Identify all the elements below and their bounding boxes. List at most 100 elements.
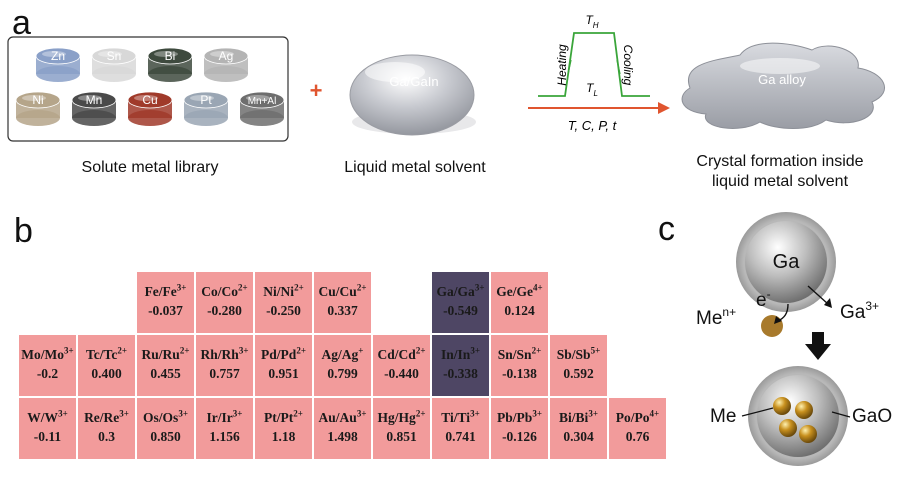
cell-value: -0.138: [502, 366, 537, 381]
cell-couple: Ti/Ti3+: [441, 408, 480, 425]
potential-cell: Fe/Fe3+ -0.037: [136, 271, 195, 334]
cell-value: 0.455: [150, 366, 181, 381]
potential-cell: Au/Au3+ 1.498: [313, 397, 372, 460]
metal-label: Bi: [165, 49, 176, 63]
cell-value: 0.850: [150, 429, 181, 444]
cell-couple: Po/Po4+: [615, 408, 660, 425]
product-caption-line2: liquid metal solvent: [711, 173, 849, 190]
panel-b-label: b: [14, 212, 33, 250]
cell-value: -0.338: [443, 366, 478, 381]
potential-cell: Ru/Ru2+ 0.455: [136, 334, 195, 397]
metal-disc: Ni: [15, 91, 61, 126]
metal-disc: Cu: [127, 91, 173, 126]
ga-ion-label: Ga3+: [840, 299, 879, 323]
cell-couple: Ni/Ni2+: [263, 282, 304, 299]
potential-cell: Re/Re3+ 0.3: [77, 397, 136, 460]
metal-label: Ni: [32, 93, 43, 107]
cell-value: 0.757: [209, 366, 240, 381]
cell-value: 0.851: [386, 429, 417, 444]
cell-couple: Sb/Sb5+: [556, 345, 601, 362]
metal-label: Ag: [219, 49, 234, 63]
metal-disc: Mn+Al: [239, 91, 285, 126]
cell-value: 0.3: [98, 429, 115, 444]
library-caption: Solute metal library: [81, 159, 219, 176]
cell-value: 0.337: [327, 303, 358, 318]
potential-cell: Pt/Pt2+ 1.18: [254, 397, 313, 460]
potential-cell: Cu/Cu2+ 0.337: [313, 271, 372, 334]
cell-value: 1.18: [271, 429, 296, 444]
product-caption-line1: Crystal formation inside: [696, 153, 864, 170]
cell-couple: Ir/Ir3+: [206, 408, 243, 425]
panel-a-graphic: Zn Sn Bi Ag Ni Mn Cu Pt Mn+Al + Ga/GaIn TH TL He…: [7, 13, 885, 142]
cell-couple: Os/Os3+: [143, 408, 188, 425]
me-particle: [795, 401, 813, 419]
cell-couple: Tc/Tc2+: [86, 345, 127, 362]
temperature-profile: [538, 32, 650, 97]
product-label: Ga alloy: [758, 72, 806, 87]
cell-couple: Pd/Pd2+: [261, 345, 306, 362]
potential-cell: Ag/Ag+ 0.799: [313, 334, 372, 397]
plus-sign: +: [310, 78, 323, 103]
metal-label: Mn+Al: [248, 96, 277, 107]
cell-couple: Rh/Rh3+: [200, 345, 249, 362]
metal-disc: Mn: [71, 91, 117, 126]
cell-value: 0.592: [563, 366, 594, 381]
cell-couple: Pb/Pb3+: [497, 408, 542, 425]
metal-label: Zn: [51, 49, 65, 63]
me-label: Me: [710, 406, 736, 427]
metal-label: Sn: [107, 49, 122, 63]
cell-value: -0.280: [207, 303, 242, 318]
cell-value: 0.124: [504, 303, 535, 318]
cell-value: -0.440: [384, 366, 419, 381]
metal-disc: Pt: [183, 91, 229, 126]
cell-value: 1.156: [209, 429, 240, 444]
solvent-label: Ga/GaIn: [389, 74, 438, 89]
cell-value: -0.250: [266, 303, 301, 318]
cell-value: -0.037: [148, 303, 183, 318]
cell-value: -0.2: [36, 366, 59, 381]
heating-label: Heating: [555, 44, 569, 86]
potential-cell: Sb/Sb5+ 0.592: [549, 334, 608, 397]
cell-value: -0.549: [443, 303, 478, 318]
me-particle: [799, 425, 817, 443]
cell-couple: Ga/Ga3+: [436, 282, 485, 299]
gao-label: GaO: [852, 406, 892, 427]
cell-value: 0.951: [268, 366, 299, 381]
potential-cell: Ti/Ti3+ 0.741: [431, 397, 490, 460]
cell-couple: W/W3+: [27, 408, 68, 425]
potential-cell: Os/Os3+ 0.850: [136, 397, 195, 460]
potential-cell: Ga/Ga3+ -0.549: [431, 271, 490, 334]
reaction-arrow: [812, 332, 824, 344]
cell-value: -0.11: [33, 429, 62, 444]
cell-couple: Mo/Mo3+: [21, 345, 74, 362]
potential-cell: Mo/Mo3+ -0.2: [18, 334, 77, 397]
me-particle: [773, 397, 791, 415]
cell-couple: Bi/Bi3+: [559, 408, 598, 425]
potential-cell: Hg/Hg2+ 0.851: [372, 397, 431, 460]
cell-couple: Co/Co2+: [201, 282, 248, 299]
metal-disc: Ag: [203, 47, 249, 82]
cooling-label: Cooling: [621, 45, 635, 86]
metal-label: Cu: [142, 93, 157, 107]
potential-cell: Cd/Cd2+ -0.440: [372, 334, 431, 397]
cell-couple: Re/Re3+: [84, 408, 129, 425]
process-params: T, C, P, t: [568, 118, 618, 133]
potential-cell: Tc/Tc2+ 0.400: [77, 334, 136, 397]
panel-a-label: a: [12, 4, 31, 42]
cell-couple: Ag/Ag+: [321, 345, 364, 362]
metal-label: Mn: [86, 93, 103, 107]
cell-value: 0.741: [445, 429, 476, 444]
me-particle: [779, 419, 797, 437]
me-ion-label: Men+: [696, 305, 736, 329]
cell-couple: Cu/Cu2+: [318, 282, 367, 299]
cell-couple: Cd/Cd2+: [377, 345, 426, 362]
cell-value: 0.400: [91, 366, 122, 381]
potential-cell: In/In3+ -0.338: [431, 334, 490, 397]
cell-couple: Ru/Ru2+: [141, 345, 190, 362]
cell-couple: Hg/Hg2+: [377, 408, 426, 425]
panel-c-graphic: Ga Men+ e- Ga3+ Me GaO: [696, 212, 892, 466]
metal-disc: Zn: [35, 47, 81, 82]
potential-cell: Ir/Ir3+ 1.156: [195, 397, 254, 460]
cell-value: 0.76: [625, 429, 650, 444]
cell-couple: Pt/Pt2+: [264, 408, 303, 425]
